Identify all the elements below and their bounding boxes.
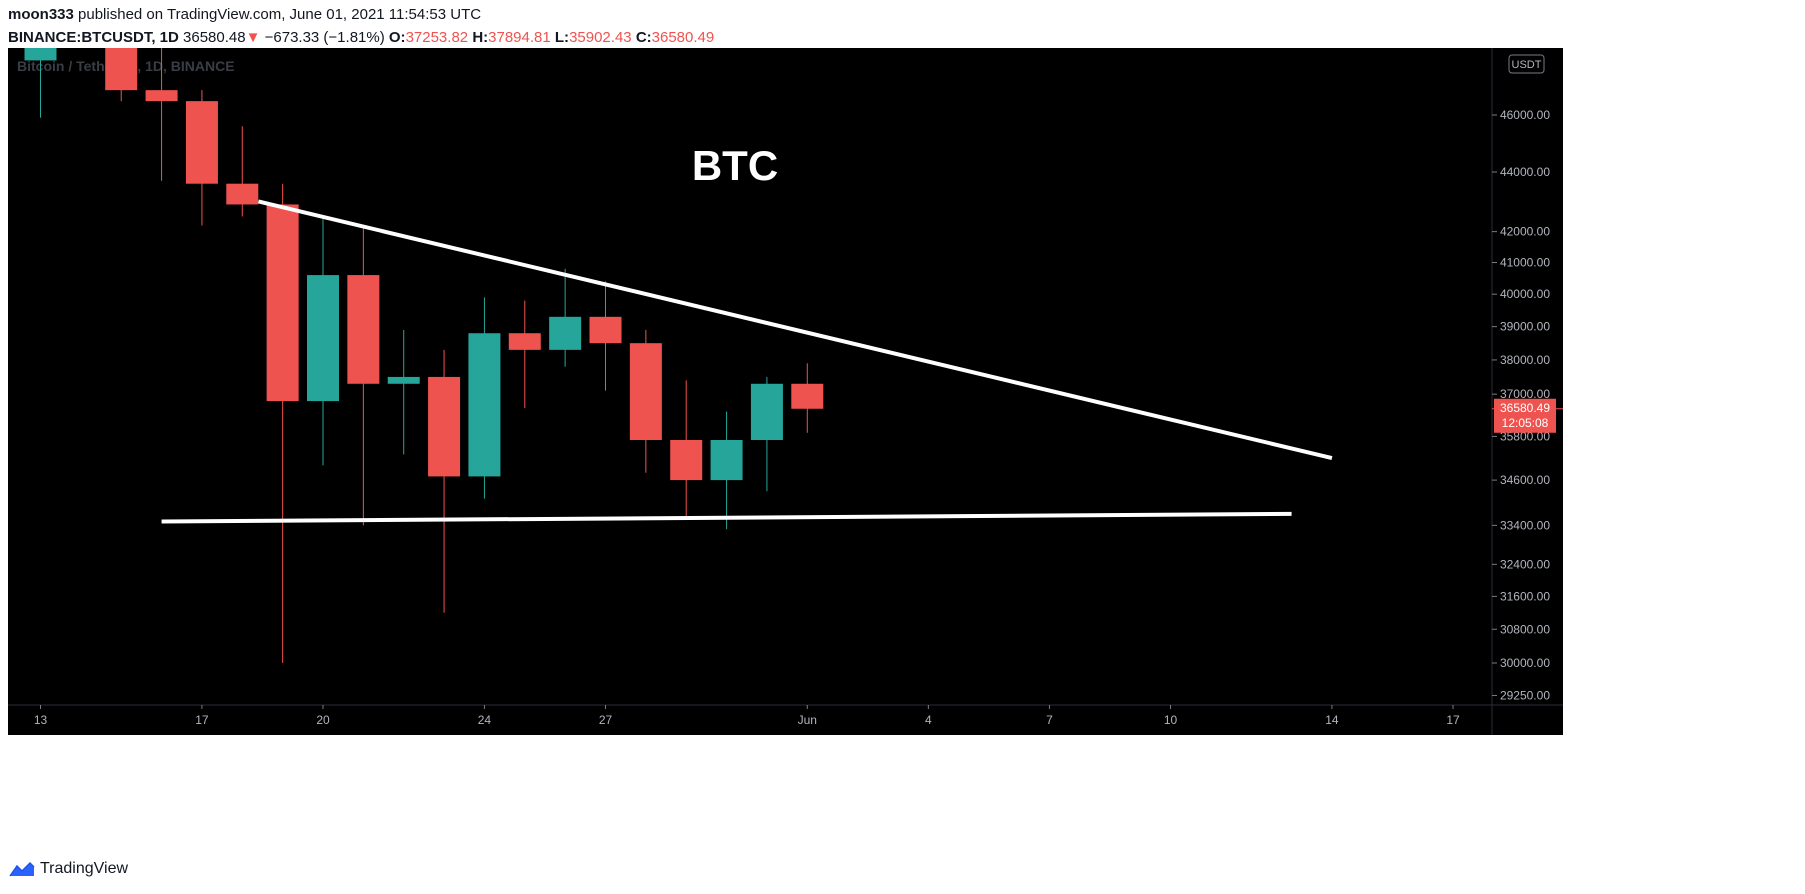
y-tick-label: 38000.00 [1500,353,1550,367]
brand-name[interactable]: TradingView [40,860,129,877]
candle-up[interactable] [710,439,743,481]
countdown-label: 12:05:08 [1502,416,1549,430]
y-tick-label: 29250.00 [1500,688,1550,702]
candle-down[interactable] [145,90,178,102]
x-tick-label: 20 [316,713,330,727]
x-tick-label: 4 [925,713,932,727]
y-tick-label: 32400.00 [1500,557,1550,571]
x-tick-label: 24 [478,713,492,727]
candle-up[interactable] [468,333,501,477]
candle-down[interactable] [589,316,622,344]
last-price-label: 36580.49 [1500,401,1550,415]
y-tick-label: 40000.00 [1500,287,1550,301]
last-price: 36580.48 [183,29,246,46]
candles-group [24,8,1333,663]
x-tick-label: 17 [195,713,209,727]
candle-down[interactable] [791,383,824,409]
ohlc-bar: BINANCE:BTCUSDT, 1D 36580.48▼ −673.33 (−… [8,29,714,46]
candle-down[interactable] [185,101,218,184]
y-tick-label: 42000.00 [1500,225,1550,239]
y-tick-label: 46000.00 [1500,108,1550,122]
chart-background [8,48,1563,735]
candle-down[interactable] [266,204,299,402]
trendline-resistance[interactable] [257,199,1333,461]
x-tick-label: 27 [599,713,613,727]
candle-down[interactable] [428,376,461,477]
low-label: L: [554,29,570,46]
candle-down[interactable] [670,439,703,481]
publish-info: moon333 published on TradingView.com, Ju… [8,6,481,23]
footer: TradingView [8,860,128,878]
last-price-tag [1494,398,1556,433]
open-label: O: [388,29,406,46]
close-value: 36580.49 [651,29,715,46]
high-value: 37894.81 [488,29,551,46]
currency-badge [1508,54,1545,74]
btc-annotation: BTC [692,142,778,189]
published-text: published on TradingView.com, June 01, 2… [78,6,482,23]
candle-down[interactable] [105,8,138,91]
candle-up[interactable] [24,37,57,61]
y-tick-label: 41000.00 [1500,256,1550,270]
close-label: C: [635,29,652,46]
x-tick-label: 7 [1046,713,1053,727]
candle-down[interactable] [347,275,380,384]
y-tick-label: 35800.00 [1500,429,1550,443]
y-tick-label: 31600.00 [1500,589,1550,603]
y-tick-label: 30000.00 [1500,656,1550,670]
candle-down[interactable] [629,343,662,440]
trendline-support[interactable] [161,511,1292,524]
candle-up[interactable] [549,316,582,350]
price-change: −673.33 (−1.81%) [264,29,385,46]
candle-up[interactable] [307,275,339,402]
candle-down[interactable] [508,333,541,350]
low-value: 35902.43 [569,29,632,46]
y-tick-label: 39000.00 [1500,320,1550,334]
candle-down[interactable] [226,183,259,205]
author-name[interactable]: moon333 [8,6,74,23]
open-value: 37253.82 [405,29,469,46]
y-tick-label: 33400.00 [1500,518,1550,532]
x-tick-label: 17 [1446,713,1460,727]
y-tick-label: 37000.00 [1500,387,1550,401]
tradingview-logo-icon[interactable] [8,860,36,878]
symbol-label: BINANCE:BTCUSDT, 1D [8,29,179,46]
x-tick-label: Jun [798,713,817,727]
x-tick-label: 14 [1325,713,1339,727]
candle-up[interactable] [750,383,783,440]
high-label: H: [472,29,489,46]
y-tick-label: 44000.00 [1500,165,1550,179]
x-tick-label: 10 [1164,713,1178,727]
triangle-down-icon: ▼ [245,29,261,46]
x-tick-label: 13 [34,713,48,727]
y-tick-label: 34600.00 [1500,473,1550,487]
y-tick-label: 30800.00 [1500,622,1550,636]
candle-up[interactable] [387,376,420,384]
currency-label: USDT [1512,59,1542,71]
